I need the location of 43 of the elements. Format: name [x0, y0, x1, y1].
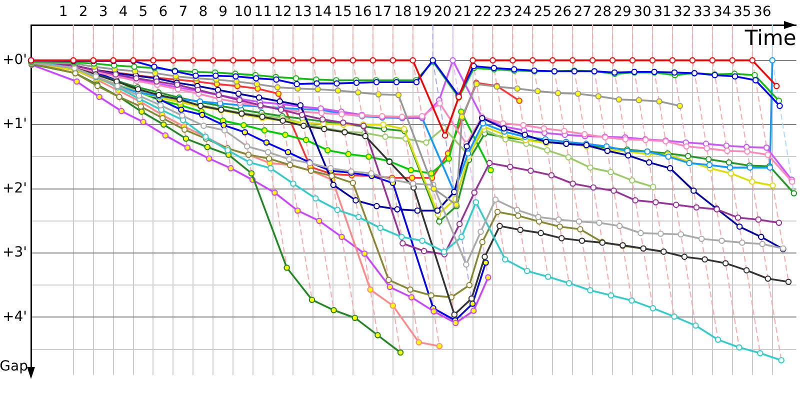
x-tick-label: 24 — [514, 4, 532, 20]
x-tick-label: 8 — [198, 4, 208, 20]
x-tick-label: 28 — [594, 4, 612, 20]
x-tick-label: 17 — [374, 4, 392, 20]
x-tick-label: 36 — [753, 4, 772, 20]
x-tick-label: 33 — [694, 4, 712, 20]
x-tick-label: 2 — [78, 4, 88, 20]
x-tick-label: 16 — [354, 4, 372, 20]
x-tick-label: 32 — [674, 4, 692, 20]
x-tick-label: 12 — [274, 4, 292, 20]
x-tick-label: 30 — [634, 4, 652, 20]
y-tick-label: +1' — [2, 116, 27, 132]
x-tick-label: 34 — [713, 4, 732, 20]
x-tick-label: 6 — [158, 4, 168, 20]
x-tick-label: 3 — [98, 4, 108, 20]
y-tick-label: +2' — [2, 180, 27, 196]
x-tick-label: 23 — [494, 4, 512, 20]
x-axis-title: Time — [744, 26, 796, 50]
x-tick-label: 25 — [534, 4, 552, 20]
x-tick-label: 15 — [334, 4, 352, 20]
x-tick-label: 5 — [138, 4, 148, 20]
x-tick-label: 21 — [454, 4, 472, 20]
x-tick-label: 4 — [118, 4, 128, 20]
x-tick-label: 29 — [614, 4, 632, 20]
x-tick-label: 1 — [58, 4, 68, 20]
x-tick-label: 19 — [414, 4, 432, 20]
x-tick-label: 18 — [394, 4, 412, 20]
x-tick-label: 31 — [654, 4, 672, 20]
x-tick-label: 22 — [474, 4, 492, 20]
x-tick-label: 11 — [254, 4, 272, 20]
y-axis-title: Gap — [0, 358, 28, 375]
x-tick-label: 35 — [733, 4, 752, 20]
x-tick-label: 9 — [218, 4, 228, 20]
y-tick-label: +0' — [2, 52, 27, 68]
x-tick-label: 26 — [554, 4, 572, 20]
x-tick-label: 7 — [178, 4, 188, 20]
y-tick-label: +4' — [2, 308, 27, 325]
x-tick-label: 20 — [434, 4, 452, 20]
y-tick-label: +3' — [2, 244, 27, 261]
x-tick-label: 10 — [234, 4, 252, 20]
x-tick-label: 27 — [574, 4, 592, 20]
x-tick-label: 14 — [314, 4, 332, 20]
x-tick-label: 13 — [294, 4, 312, 20]
